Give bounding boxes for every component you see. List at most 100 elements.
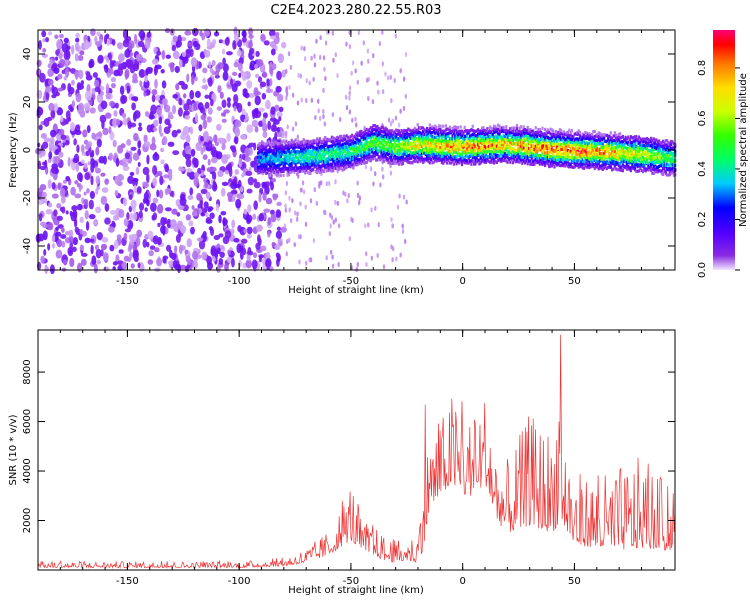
signal-cell: [438, 142, 441, 146]
signal-cell: [329, 165, 332, 169]
noise-blob: [159, 175, 164, 186]
signal-cell: [393, 156, 397, 161]
signal-cell: [344, 146, 347, 151]
signal-cell: [592, 152, 595, 156]
signal-cell: [340, 134, 343, 139]
noise-blob: [194, 76, 198, 82]
signal-cell: [648, 154, 651, 159]
noise-blob: [198, 124, 203, 132]
noise-blob: [202, 230, 207, 237]
signal-cell: [324, 149, 327, 153]
signal-cell: [623, 143, 626, 147]
signal-cell: [279, 162, 283, 166]
signal-cell: [652, 144, 655, 148]
signal-cell: [556, 133, 559, 137]
signal-cell: [527, 146, 531, 151]
noise-blob: [357, 30, 361, 36]
signal-cell: [625, 167, 629, 171]
noise-blob: [289, 218, 293, 224]
signal-cell: [652, 148, 655, 152]
noise-blob: [394, 33, 397, 39]
signal-cell: [322, 150, 325, 154]
noise-blob: [360, 60, 363, 66]
signal-cell: [615, 141, 618, 146]
signal-cell: [464, 150, 468, 154]
signal-cell: [531, 129, 535, 133]
noise-blob: [399, 252, 402, 258]
signal-cell: [412, 134, 415, 138]
signal-cell: [497, 123, 500, 127]
signal-cell: [395, 150, 398, 154]
signal-cell: [348, 146, 351, 150]
signal-cell: [316, 146, 319, 150]
signal-cell: [380, 156, 383, 160]
signal-cell: [309, 157, 312, 161]
signal-cell: [537, 146, 540, 150]
signal-cell: [620, 148, 623, 152]
signal-cell: [640, 149, 643, 153]
noise-blob: [83, 191, 87, 196]
signal-cell: [371, 157, 374, 161]
signal-cell: [334, 148, 338, 152]
signal-cell: [651, 167, 654, 171]
signal-cell: [507, 133, 511, 137]
signal-cell: [436, 141, 439, 145]
signal-cell: [640, 168, 643, 173]
signal-cell: [529, 162, 532, 166]
signal-cell: [400, 134, 403, 138]
signal-cell: [523, 143, 527, 147]
signal-cell: [328, 163, 331, 167]
signal-cell: [452, 125, 456, 129]
signal-cell: [486, 155, 489, 159]
signal-cell: [325, 151, 328, 155]
noise-blob: [151, 214, 155, 221]
signal-cell: [340, 138, 343, 142]
noise-blob: [68, 235, 74, 243]
noise-blob: [332, 219, 335, 225]
signal-cell: [340, 159, 343, 163]
noise-blob: [185, 49, 192, 59]
signal-cell: [400, 162, 403, 166]
noise-blob: [390, 98, 393, 104]
signal-cell: [434, 127, 437, 131]
signal-cell: [420, 156, 423, 160]
signal-cell: [588, 162, 591, 167]
signal-cell: [566, 130, 570, 134]
signal-cell: [653, 145, 657, 150]
noise-blob: [318, 115, 322, 121]
signal-cell: [600, 134, 603, 139]
signal-cell: [530, 162, 533, 166]
noise-blob: [100, 90, 105, 96]
signal-cell: [452, 131, 456, 135]
signal-cell: [534, 126, 537, 130]
signal-cell: [537, 160, 540, 164]
signal-cell: [452, 155, 456, 159]
signal-cell: [566, 132, 570, 137]
signal-cell: [411, 161, 414, 165]
signal-cell: [392, 161, 395, 165]
signal-cell: [278, 167, 281, 171]
signal-cell: [342, 137, 346, 141]
noise-blob: [218, 258, 224, 265]
noise-blob: [239, 226, 247, 236]
noise-blob: [305, 97, 308, 103]
signal-cell: [337, 159, 340, 163]
signal-cell: [612, 156, 615, 160]
signal-cell: [648, 144, 651, 148]
signal-cell: [487, 130, 490, 134]
noise-blob: [77, 55, 84, 62]
signal-cell: [273, 170, 276, 175]
noise-blob: [220, 211, 227, 216]
signal-cell: [357, 145, 360, 149]
signal-cell: [482, 125, 485, 130]
signal-cell: [320, 148, 323, 153]
signal-cell: [603, 157, 606, 161]
signal-cell: [568, 144, 571, 148]
signal-cell: [550, 157, 553, 161]
signal-cell: [609, 161, 612, 165]
signal-cell: [364, 160, 367, 164]
noise-blob: [234, 168, 240, 175]
signal-cell: [444, 133, 447, 137]
signal-cell: [342, 164, 346, 168]
signal-cell: [413, 150, 417, 154]
